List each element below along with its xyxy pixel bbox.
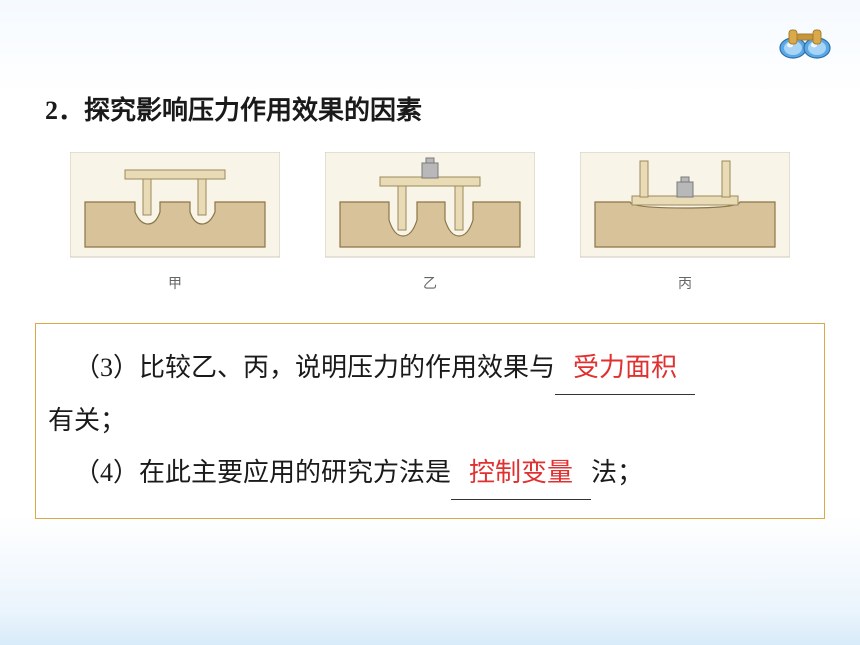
q3-suffix: 有关；	[48, 406, 126, 435]
section-heading: 2．探究影响压力作用效果的因素	[45, 90, 820, 127]
q4-answer: 控制变量	[469, 458, 573, 487]
diagram-jia: 甲	[70, 152, 280, 293]
q4-prefix: （4）在此主要应用的研究方法是	[74, 458, 451, 487]
diagram-label-jia: 甲	[70, 273, 280, 293]
diagram-yi: 乙	[325, 152, 535, 293]
question-box: （3）比较乙、丙，说明压力的作用效果与受力面积 有关； （4）在此主要应用的研究…	[35, 323, 825, 519]
diagram-bing: 丙	[580, 152, 790, 293]
diagram-row: 甲 乙	[60, 152, 800, 293]
question-3: （3）比较乙、丙，说明压力的作用效果与受力面积 有关；	[48, 342, 812, 447]
question-4: （4）在此主要应用的研究方法是控制变量法；	[48, 447, 812, 500]
q3-prefix: （3）比较乙、丙，说明压力的作用效果与	[74, 353, 555, 382]
q3-answer: 受力面积	[573, 353, 677, 382]
q4-suffix: 法；	[591, 458, 643, 487]
binoculars-icon	[775, 20, 835, 70]
diagram-label-yi: 乙	[325, 273, 535, 293]
diagram-label-bing: 丙	[580, 273, 790, 293]
